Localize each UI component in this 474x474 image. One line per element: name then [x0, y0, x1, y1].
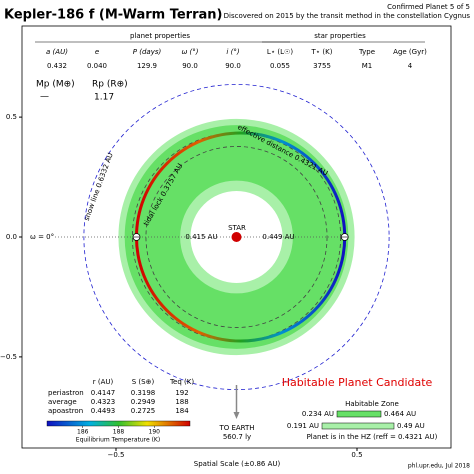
hz-bound: 0.191 AU [287, 422, 319, 430]
title: Kepler-186 f (M-Warm Terran) [4, 8, 222, 23]
table-cell: 0.2949 [131, 398, 156, 406]
subtitle: Discovered on 2015 by the transit method… [224, 12, 471, 20]
column-header: e [95, 48, 99, 56]
hz-bound: 0.49 AU [397, 422, 425, 430]
column-header: r (AU) [93, 378, 114, 386]
column-header: Age (Gyr) [393, 48, 427, 56]
x-tick-label: 0.5 [351, 451, 362, 459]
property-value: 4 [408, 62, 413, 70]
table-cell: 0.2725 [131, 407, 156, 415]
hz-bound: 0.234 AU [302, 410, 334, 418]
table-cell: apoastron [48, 407, 83, 415]
column-header: Type [358, 48, 375, 56]
hz-title: Habitable Zone [345, 400, 399, 408]
table-cell: 188 [175, 398, 188, 406]
property-value: M1 [362, 62, 373, 70]
table-cell: 0.4493 [91, 407, 116, 415]
property-value: 0.432 [47, 62, 67, 70]
star-label: STAR [228, 224, 246, 232]
colorbar-label: Equilibrium Temperature (K) [76, 437, 160, 444]
table-cell: 0.3198 [131, 389, 156, 397]
column-header: a (AU) [46, 48, 68, 56]
table-cell: 184 [175, 407, 189, 415]
radius-label: Rp (R⊕) [92, 80, 128, 90]
y-tick-label: 0.0 [6, 233, 17, 241]
column-header: ω (°) [181, 48, 198, 56]
y-tick-label: 0.5 [6, 113, 17, 121]
property-value: 3755 [313, 62, 331, 70]
property-value: 129.9 [137, 62, 157, 70]
mass-value: — [40, 92, 49, 102]
periastron-label: 0.415 AU [185, 233, 217, 241]
earth-label: TO EARTH [218, 424, 254, 432]
tidal-lock-circle [145, 146, 328, 328]
classification: Habitable Planet Candidate [282, 376, 433, 389]
column-header: L⋆ (L☉) [267, 48, 293, 56]
mass-label: Mp (M⊕) [36, 80, 75, 90]
table-cell: 0.4147 [91, 389, 116, 397]
hz-bound: 0.464 AU [384, 410, 416, 418]
hz-status: Planet is in the HZ (reff = 0.4321 AU) [307, 433, 438, 441]
x-axis-label: Spatial Scale (±0.86 AU) [194, 460, 281, 468]
column-header: P (days) [133, 48, 162, 56]
table-cell: periastron [48, 389, 84, 397]
property-value: 0.055 [270, 62, 290, 70]
table-cell: average [48, 398, 77, 406]
table-title: star properties [314, 32, 366, 40]
apoastron-label: 0.449 AU [262, 233, 294, 241]
table-cell: 0.4323 [91, 398, 116, 406]
colorbar-tick-label: 190 [149, 429, 161, 436]
table-cell: 192 [175, 389, 188, 397]
property-value: 90.0 [182, 62, 198, 70]
colorbar-tick-label: 188 [113, 429, 125, 436]
optimistic-swatch [321, 422, 395, 430]
colorbar [46, 420, 191, 427]
omega-label: ω = 0° [30, 233, 54, 241]
earth-arrowhead [233, 412, 240, 419]
radius-value: 1.17 [94, 93, 114, 103]
column-header: S (S⊕) [132, 378, 155, 386]
earth-distance: 560.7 ly [223, 433, 251, 441]
credit: phl.upr.edu, Jul 2018 [408, 463, 470, 470]
snow-line-label: snow line 0.6332 AU [83, 152, 115, 222]
conservative-hz [124, 125, 349, 349]
column-header: i (°) [226, 48, 239, 56]
subtitle: Confirmed Planet 5 of 5 [387, 3, 470, 11]
conservative-swatch [336, 410, 382, 418]
property-value: 0.040 [87, 62, 107, 70]
property-value: 90.0 [225, 62, 241, 70]
column-header: T⋆ (K) [311, 48, 333, 56]
colorbar-tick-label: 186 [77, 429, 89, 436]
column-header: Teq (K) [169, 378, 194, 386]
x-tick-label: −0.5 [107, 451, 124, 459]
table-title: planet properties [130, 32, 190, 40]
star [231, 232, 242, 242]
y-tick-label: −0.5 [0, 353, 17, 361]
